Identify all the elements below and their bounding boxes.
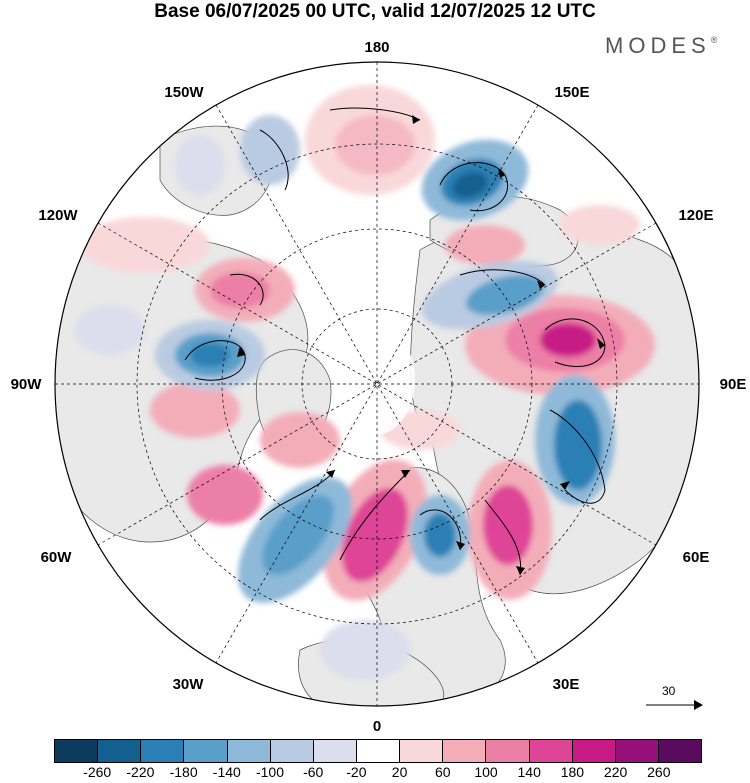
anomaly-field	[75, 85, 655, 680]
map-boundary	[54, 61, 700, 707]
colorbar-tick-label: 260	[647, 764, 671, 780]
lon-label-0: 0	[373, 718, 381, 735]
reference-vector-label: 30	[662, 684, 676, 698]
colorbar-swatch	[615, 740, 659, 762]
colorbar-swatch	[313, 740, 357, 762]
colorbar-swatch	[184, 740, 228, 762]
colorbar-tick-label: -180	[169, 764, 198, 780]
colorbar-tick-label: -60	[303, 764, 324, 780]
lon-label-120w: 120W	[38, 207, 78, 224]
colorbar-swatch	[356, 740, 401, 762]
colorbar-swatch	[98, 740, 142, 762]
colorbar-swatch	[141, 740, 185, 762]
colorbar-tick-label: -260	[83, 764, 112, 780]
modes-logo: MODES®	[605, 33, 717, 59]
colorbar-swatch	[400, 740, 444, 762]
colorbar-tick-label: -140	[212, 764, 241, 780]
lon-label-30w: 30W	[173, 676, 205, 693]
brand-text: MODES	[605, 33, 711, 58]
lon-label-30e: 30E	[553, 676, 580, 693]
registered-mark: ®	[710, 35, 718, 45]
lon-label-90w: 90W	[11, 376, 43, 393]
colorbar-swatch	[270, 740, 314, 762]
colorbar-swatch	[227, 740, 271, 762]
map-disc	[55, 62, 699, 706]
colorbar-swatch	[55, 740, 99, 762]
colorbar-tick-label: 140	[517, 764, 541, 780]
lon-label-60w: 60W	[41, 549, 73, 566]
small-arrows	[237, 115, 605, 575]
colorbar-tick-label: -220	[126, 764, 155, 780]
pole-region	[335, 325, 415, 435]
colorbar	[54, 739, 702, 763]
lon-label-150e: 150E	[554, 84, 589, 101]
colorbar-tick-label: 60	[435, 764, 451, 780]
graticule	[55, 62, 699, 706]
colorbar-tick-label: 220	[603, 764, 628, 780]
colorbar-tick-label: 180	[560, 764, 585, 780]
lon-label-120e: 120E	[678, 207, 713, 224]
lon-label-60e: 60E	[683, 549, 710, 566]
lon-label-150w: 150W	[164, 84, 204, 101]
colorbar-swatch	[486, 740, 530, 762]
colorbar-swatch	[529, 740, 573, 762]
lon-label-180: 180	[364, 39, 389, 56]
colorbar-swatch	[658, 740, 702, 762]
colorbar-tick-label: 20	[391, 764, 408, 780]
negative-anomalies	[75, 115, 615, 680]
colorbar-swatch	[443, 740, 487, 762]
positive-anomalies	[80, 85, 655, 601]
colorbar-tick-label: 100	[474, 764, 498, 780]
colorbar-tick-label: -100	[255, 764, 285, 780]
reference-vector	[646, 700, 703, 710]
lon-label-90e: 90E	[720, 376, 747, 393]
chart-title: Base 06/07/2025 00 UTC, valid 12/07/2025…	[154, 1, 596, 22]
colorbar-swatch	[572, 740, 616, 762]
colorbar-tick-label: -20	[346, 764, 367, 780]
